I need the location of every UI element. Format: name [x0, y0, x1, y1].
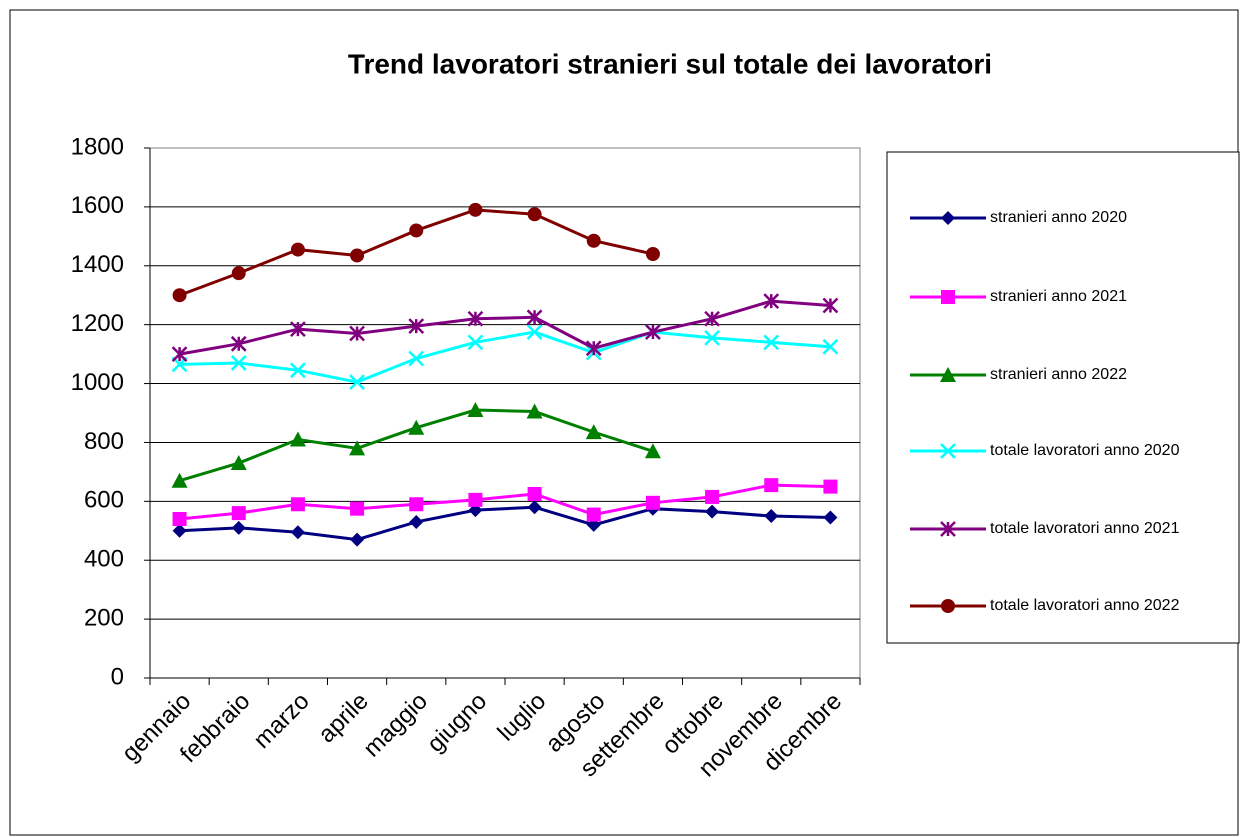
y-tick-label: 1000 — [71, 369, 124, 396]
marker — [526, 403, 543, 419]
y-tick-label: 0 — [111, 663, 124, 690]
marker — [349, 325, 365, 342]
marker — [350, 248, 365, 263]
marker — [527, 500, 542, 515]
y-tick-label: 400 — [84, 546, 124, 573]
legend-label: totale lavoratori anno 2022 — [990, 597, 1180, 614]
marker — [941, 211, 955, 225]
marker — [527, 486, 542, 501]
marker — [527, 207, 542, 222]
series-line — [179, 505, 831, 542]
marker — [230, 355, 247, 371]
marker — [350, 501, 365, 516]
marker — [526, 309, 543, 326]
series-line — [179, 330, 831, 384]
marker — [230, 455, 247, 471]
marker — [585, 424, 602, 440]
marker — [468, 492, 483, 507]
marker — [822, 297, 839, 314]
marker — [645, 324, 661, 340]
marker — [940, 443, 956, 459]
marker — [585, 340, 602, 357]
marker — [350, 532, 365, 547]
marker — [172, 523, 187, 538]
marker — [467, 310, 484, 327]
marker — [290, 497, 305, 512]
legend-label: stranieri anno 2021 — [990, 288, 1127, 305]
legend-box — [886, 151, 1240, 644]
marker — [468, 202, 483, 217]
y-tick-label: 800 — [84, 428, 124, 455]
marker — [172, 288, 187, 303]
y-tick-label: 1400 — [71, 251, 124, 278]
marker — [823, 479, 838, 494]
chart-title: Trend lavoratori stranieri sul totale de… — [348, 48, 992, 79]
marker — [230, 335, 247, 352]
marker — [705, 489, 720, 504]
marker — [764, 478, 779, 493]
marker — [290, 242, 305, 257]
marker — [231, 266, 246, 281]
marker — [586, 507, 601, 522]
marker — [408, 350, 425, 367]
marker — [349, 374, 365, 390]
marker — [171, 472, 188, 488]
marker — [289, 431, 306, 447]
marker — [349, 440, 366, 456]
marker — [704, 330, 720, 346]
marker — [172, 512, 187, 526]
marker — [645, 247, 660, 261]
marker — [586, 233, 601, 248]
marker — [705, 504, 720, 519]
marker — [409, 223, 424, 238]
y-tick-label: 1200 — [71, 310, 124, 337]
marker — [290, 525, 305, 540]
marker — [409, 497, 424, 512]
marker — [940, 367, 956, 382]
plot-area — [149, 147, 861, 679]
marker — [467, 334, 484, 351]
marker — [940, 521, 956, 537]
marker — [231, 520, 246, 535]
marker — [408, 419, 425, 435]
marker — [644, 443, 661, 459]
marker — [763, 293, 780, 309]
marker — [645, 495, 660, 510]
series-line — [179, 299, 831, 356]
marker — [290, 321, 306, 337]
y-tick-label: 1800 — [71, 133, 124, 160]
legend-label: stranieri anno 2022 — [990, 366, 1127, 383]
series-line — [179, 483, 831, 521]
legend-label: totale lavoratori anno 2021 — [990, 520, 1180, 537]
marker — [231, 506, 246, 521]
marker — [704, 310, 720, 327]
marker — [941, 290, 955, 304]
marker — [171, 346, 188, 362]
marker — [409, 514, 424, 529]
marker — [763, 334, 780, 351]
legend-label: stranieri anno 2020 — [990, 209, 1127, 226]
marker — [823, 510, 838, 525]
y-tick-label: 1600 — [71, 192, 124, 219]
y-tick-label: 600 — [84, 487, 124, 514]
marker — [764, 509, 779, 524]
marker — [408, 318, 425, 335]
marker — [822, 338, 839, 355]
y-tick-label: 200 — [84, 604, 124, 631]
marker — [290, 362, 306, 379]
marker — [941, 599, 955, 613]
marker — [467, 402, 484, 418]
marker — [526, 324, 543, 340]
legend-label: totale lavoratori anno 2020 — [990, 442, 1180, 459]
